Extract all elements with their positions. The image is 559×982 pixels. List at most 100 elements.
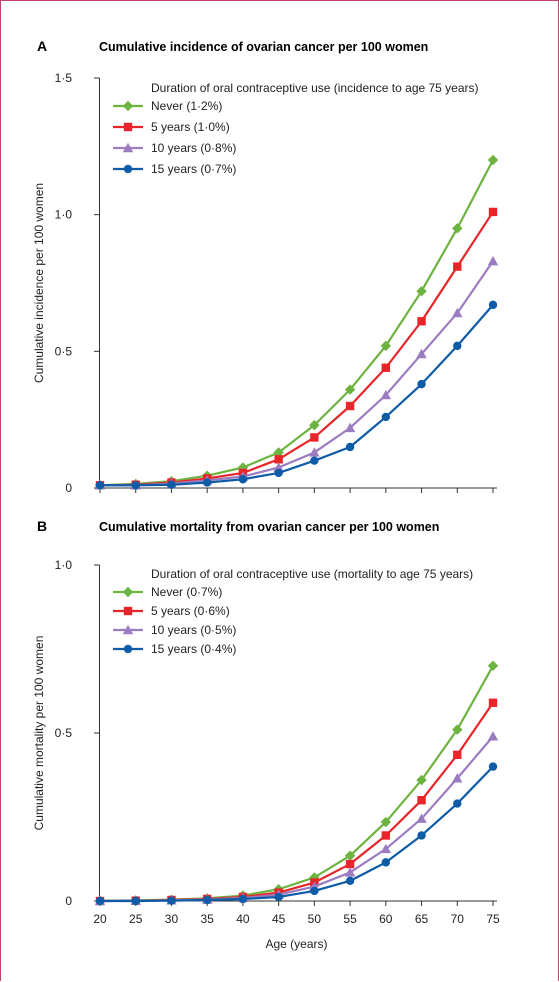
data-point (488, 300, 498, 310)
panel-letter: B (37, 518, 47, 534)
panel-letter: A (37, 38, 47, 54)
data-point (310, 433, 319, 442)
data-point (238, 894, 248, 904)
data-point (95, 481, 105, 490)
data-point (488, 698, 498, 707)
legend-entry-label: 10 years (0·8%) (151, 141, 236, 155)
data-point (237, 462, 249, 473)
y-axis-title: Cumulative mortality per 100 women (32, 636, 46, 831)
data-point (417, 317, 426, 326)
legend-entry-label: Never (1·2%) (151, 99, 222, 113)
y-tick-label: 0 (65, 481, 72, 495)
data-point (380, 843, 392, 854)
x-tick-label: 35 (201, 912, 215, 926)
legend-entry-label: Never (0·7%) (151, 585, 222, 599)
data-point (452, 724, 463, 735)
data-point (487, 255, 499, 266)
y-tick-label: 1·5 (55, 71, 73, 85)
legend-swatch-marker (123, 122, 133, 132)
legend-swatch-marker (123, 164, 133, 174)
data-point (416, 348, 427, 359)
data-point (95, 896, 105, 906)
data-point (238, 475, 248, 484)
data-point (309, 872, 320, 883)
data-point (274, 892, 283, 902)
panel-title: Cumulative incidence of ovarian cancer p… (99, 40, 428, 54)
data-point (417, 831, 426, 840)
x-tick-label: 55 (343, 912, 357, 926)
data-point (274, 468, 283, 478)
data-point (452, 773, 463, 783)
y-tick-label: 0·5 (55, 344, 73, 358)
data-point (417, 796, 426, 805)
legend-swatch-marker (122, 142, 134, 153)
data-point (416, 813, 427, 823)
data-point (131, 896, 140, 906)
data-point (453, 341, 462, 351)
x-tick-label: 30 (165, 912, 179, 926)
legend-entry-label: 5 years (1·0%) (151, 120, 230, 134)
data-point (274, 455, 283, 464)
data-point (345, 401, 355, 411)
data-point (452, 307, 463, 318)
y-tick-label: 1·0 (55, 208, 73, 222)
series-line-0 (99, 159, 494, 487)
data-point (381, 412, 391, 422)
x-tick-label: 70 (451, 912, 465, 926)
series-line-2 (100, 260, 494, 487)
data-point (167, 480, 176, 489)
panel-title: Cumulative mortality from ovarian cancer… (99, 520, 439, 534)
data-point (131, 481, 140, 490)
legend-swatch-marker (122, 624, 134, 635)
data-point (487, 154, 499, 166)
data-point (488, 762, 498, 771)
data-point (487, 660, 499, 671)
legend-entry-label: 10 years (0·5%) (151, 623, 236, 637)
y-axis-title: Cumulative incidence per 100 women (32, 183, 46, 383)
x-tick-label: 45 (272, 912, 286, 926)
series-line-3 (100, 304, 494, 487)
data-point (344, 850, 356, 861)
data-point (344, 867, 356, 877)
x-tick-label: 75 (486, 912, 500, 926)
data-point (452, 223, 463, 234)
legend-swatch-marker (123, 644, 133, 654)
legend-title: Duration of oral contraceptive use (mort… (151, 567, 473, 581)
data-point (202, 895, 212, 905)
data-point (202, 478, 212, 487)
data-point (309, 419, 320, 431)
legend-entry-label: 15 years (0·7%) (151, 162, 236, 176)
data-point (381, 858, 391, 867)
data-point (487, 731, 499, 741)
data-point (309, 447, 320, 457)
legend-entry-label: 15 years (0·4%) (151, 642, 236, 656)
legend-swatch-marker (122, 586, 134, 598)
x-tick-label: 60 (379, 912, 393, 926)
data-point (417, 379, 426, 389)
data-point (416, 286, 427, 297)
data-point (453, 750, 462, 760)
x-tick-label: 40 (236, 912, 250, 926)
data-point (344, 422, 356, 433)
data-point (310, 886, 319, 896)
data-point (381, 831, 391, 840)
y-tick-label: 0 (65, 894, 72, 908)
data-point (380, 816, 392, 828)
legend-swatch-marker (123, 606, 133, 616)
x-tick-label: 50 (308, 912, 322, 926)
data-point (381, 363, 391, 372)
legend-entry-label: 5 years (0·6%) (151, 604, 230, 618)
data-point (380, 340, 392, 352)
data-point (273, 462, 284, 472)
data-point (416, 774, 427, 786)
data-point (344, 384, 356, 395)
x-tick-label: 65 (415, 912, 429, 926)
series-line-1 (99, 702, 494, 903)
x-tick-label: 25 (129, 912, 143, 926)
series-line-1 (99, 211, 494, 487)
data-point (488, 207, 498, 217)
data-point (167, 896, 176, 905)
y-tick-label: 1·0 (55, 558, 73, 572)
